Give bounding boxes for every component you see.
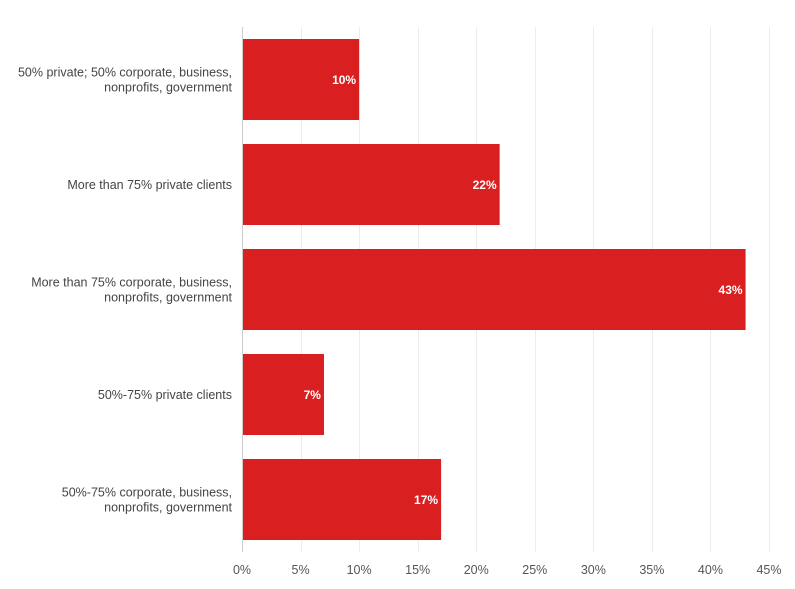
data-label: 43% [719,283,743,297]
bar[interactable] [242,39,360,120]
x-tick-label: 25% [522,563,547,577]
category-label: 50%-75% corporate, business, nonprofits, … [62,486,233,515]
bar[interactable] [242,249,746,330]
x-tick-label: 20% [464,563,489,577]
x-tick-label: 40% [698,563,723,577]
x-axis-ticks: 0% 5% 10% 15% 20% 25% 30% 35% 40% 45% [233,563,782,577]
x-tick-label: 15% [405,563,430,577]
x-tick-label: 0% [233,563,251,577]
x-tick-label: 10% [347,563,372,577]
data-label: 10% [332,73,356,87]
category-labels: 50% private; 50% corporate, business, non… [18,66,233,515]
category-label: 50%-75% private clients [98,388,232,402]
category-label: More than 75% private clients [67,178,232,192]
x-tick-label: 5% [292,563,310,577]
x-tick-label: 30% [581,563,606,577]
x-tick-label: 45% [756,563,781,577]
category-label: 50% private; 50% corporate, business, non… [18,66,233,95]
bar[interactable] [242,354,324,435]
category-label: More than 75% corporate, business, nonpro… [31,276,232,305]
data-label: 22% [473,178,497,192]
data-label: 17% [414,493,438,507]
data-label: 7% [304,388,322,402]
x-tick-label: 35% [639,563,664,577]
bar[interactable] [242,459,442,540]
bar[interactable] [242,144,500,225]
bars: 10% 22% 43% 7% 17% [242,39,746,540]
